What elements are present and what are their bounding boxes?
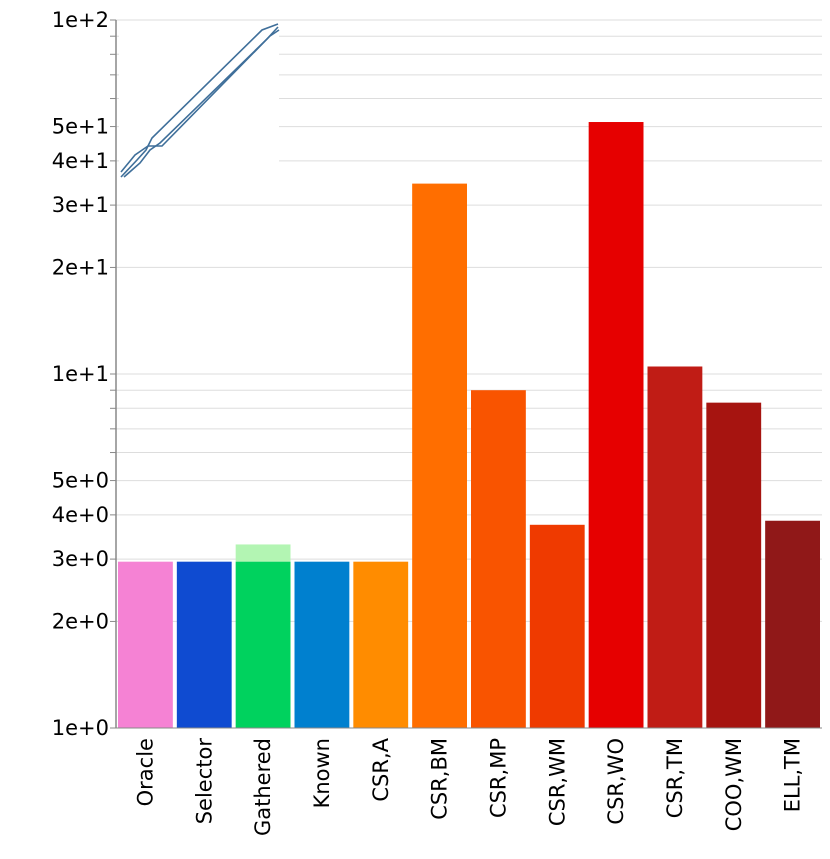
x-tick-label: CSR,TM bbox=[663, 738, 687, 818]
y-tick-label: 1e+2 bbox=[52, 8, 109, 32]
x-tick-label: CSR,WO bbox=[604, 738, 628, 825]
bar-csr-wm bbox=[529, 524, 585, 728]
x-tick-label: Oracle bbox=[133, 738, 157, 806]
y-tick-label: 1e+1 bbox=[52, 362, 109, 386]
sparsity-pattern-inset bbox=[119, 23, 280, 178]
y-tick-label: 3e+1 bbox=[52, 193, 109, 217]
y-tick-label: 2e+1 bbox=[52, 255, 109, 279]
y-tick-labels: 1e+0 2e+0 3e+0 4e+0 5e+0 1e+1 2e+1 3e+1 4e+1 5e+1… bbox=[52, 8, 109, 740]
minor-ticks bbox=[110, 19, 116, 729]
y-tick-label: 1e+0 bbox=[52, 716, 109, 740]
bar-coo-wm bbox=[706, 402, 762, 728]
y-tick-label: 4e+0 bbox=[52, 503, 109, 527]
x-tick-label: CSR,MP bbox=[486, 738, 510, 818]
inset-pattern-line bbox=[120, 23, 279, 178]
x-tick-label: Known bbox=[310, 738, 334, 808]
x-tick-labels: Oracle Selector Gathered Known CSR,A CSR,BM CS… bbox=[133, 737, 804, 836]
y-tick-label: 4e+1 bbox=[52, 149, 109, 173]
x-tick-label: ELL,TM bbox=[781, 738, 805, 812]
bar-csr-wo bbox=[588, 122, 644, 728]
bar-known bbox=[294, 561, 350, 728]
bar-csr-bm bbox=[412, 183, 467, 728]
inset-pattern-line bbox=[123, 26, 279, 178]
bar-gathered-extra bbox=[235, 544, 291, 562]
y-tick-label: 5e+1 bbox=[52, 115, 109, 139]
x-tick-label: CSR,A bbox=[369, 737, 393, 801]
inset-background bbox=[119, 24, 279, 178]
y-tick-label: 5e+0 bbox=[52, 469, 109, 493]
x-tick-label: COO,WM bbox=[722, 738, 746, 831]
y-tick-label: 2e+0 bbox=[52, 609, 109, 633]
y-tick-label: 3e+0 bbox=[52, 547, 109, 571]
bar-csr-mp bbox=[471, 390, 526, 728]
bar-selector bbox=[176, 561, 232, 728]
x-tick-label: CSR,BM bbox=[428, 738, 452, 820]
bar-oracle bbox=[118, 561, 173, 728]
bar-csr-a bbox=[353, 561, 409, 728]
bar-csr-tm bbox=[647, 366, 703, 728]
bars bbox=[118, 122, 820, 728]
x-tick-label: Gathered bbox=[251, 738, 275, 836]
bar-gathered bbox=[235, 561, 291, 728]
x-tick-label: CSR,WM bbox=[545, 738, 569, 826]
grid-lines bbox=[116, 19, 822, 729]
y-axis bbox=[115, 20, 822, 729]
x-tick-label: Selector bbox=[192, 738, 216, 825]
bar-ell-tm bbox=[765, 520, 820, 728]
